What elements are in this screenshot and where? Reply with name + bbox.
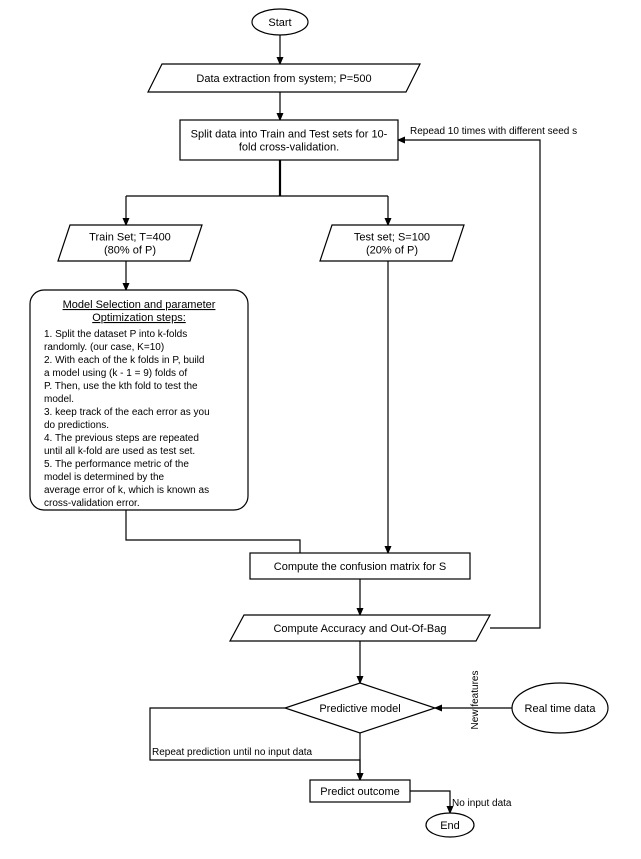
svg-text:Test set; S=100: Test set; S=100: [354, 232, 430, 244]
svg-text:Split data into Train and Test: Split data into Train and Test sets for …: [191, 129, 388, 141]
node-test: Test set; S=100(20% of P): [320, 225, 464, 261]
edge-label: Repead 10 times with different seed s: [410, 126, 577, 137]
edge-predict_outcome_r_to_end: [410, 791, 450, 813]
svg-text:5. The performance metric of: 5. The performance metric of the: [44, 459, 189, 470]
svg-text:3. keep track of the each err: 3. keep track of the each error as you: [44, 407, 210, 418]
node-start: Start: [252, 9, 308, 35]
svg-text:Optimization steps:: Optimization steps:: [92, 312, 186, 324]
svg-text:Real time data: Real time data: [525, 703, 597, 715]
edge-model_sel_b_elbow: [126, 510, 300, 553]
svg-text:(20% of P): (20% of P): [366, 245, 418, 257]
svg-text:Compute Accuracy and Out-Of-Ba: Compute Accuracy and Out-Of-Bag: [273, 623, 446, 635]
edge-label: No input data: [452, 798, 512, 809]
svg-text:Predict outcome: Predict outcome: [320, 786, 399, 798]
svg-text:a model using (k - 1 = 9) fold: a model using (k - 1 = 9) folds of: [44, 368, 187, 379]
svg-text:New features: New features: [470, 671, 481, 730]
svg-text:Data extraction from system; P: Data extraction from system; P=500: [196, 73, 371, 85]
node-confusion: Compute the confusion matrix for S: [250, 553, 470, 579]
svg-text:End: End: [440, 820, 460, 832]
edge-label: Repeat prediction until no input data: [152, 747, 313, 758]
svg-text:P. Then, use the kth fold to t: P. Then, use the kth fold to test the: [44, 381, 198, 392]
svg-text:Start: Start: [268, 17, 291, 29]
svg-text:do predictions.: do predictions.: [44, 420, 109, 431]
svg-text:Predictive model: Predictive model: [319, 703, 400, 715]
svg-text:Model Selection and parameter: Model Selection and parameter: [63, 299, 216, 311]
svg-text:1. Split the dataset P into k: 1. Split the dataset P into k-folds: [44, 329, 187, 340]
svg-text:(80% of P): (80% of P): [104, 245, 156, 257]
node-end: End: [426, 813, 474, 837]
svg-text:Train Set; T=400: Train Set; T=400: [89, 232, 171, 244]
svg-text:4. The previous steps are rep: 4. The previous steps are repeated: [44, 433, 199, 444]
svg-text:model is determined by the: model is determined by the: [44, 472, 165, 483]
node-realtime: Real time data: [512, 683, 608, 733]
node-data_extract: Data extraction from system; P=500: [148, 64, 420, 92]
svg-text:until all k-fold are used as t: until all k-fold are used as test set.: [44, 446, 195, 457]
svg-text:Compute the confusion matrix f: Compute the confusion matrix for S: [274, 561, 446, 573]
node-split: Split data into Train and Test sets for …: [180, 120, 398, 160]
svg-text:model.: model.: [44, 394, 74, 405]
node-predictive: Predictive model: [285, 683, 435, 733]
node-train: Train Set; T=400(80% of P): [58, 225, 202, 261]
svg-text:2. With each of the k folds i: 2. With each of the k folds in P, build: [44, 355, 204, 366]
svg-text:average error of k, which is k: average error of k, which is known as: [44, 485, 209, 496]
node-model_sel: Model Selection and parameterOptimizatio…: [30, 290, 248, 510]
node-predict_outcome: Predict outcome: [310, 780, 410, 802]
svg-text:fold cross-validation.: fold cross-validation.: [239, 142, 339, 154]
svg-text:cross-validation error.: cross-validation error.: [44, 498, 140, 509]
node-accuracy: Compute Accuracy and Out-Of-Bag: [230, 615, 490, 641]
edge-label: New features: [470, 671, 481, 730]
svg-text:randomly. (our case, K=10): randomly. (our case, K=10): [44, 342, 164, 353]
